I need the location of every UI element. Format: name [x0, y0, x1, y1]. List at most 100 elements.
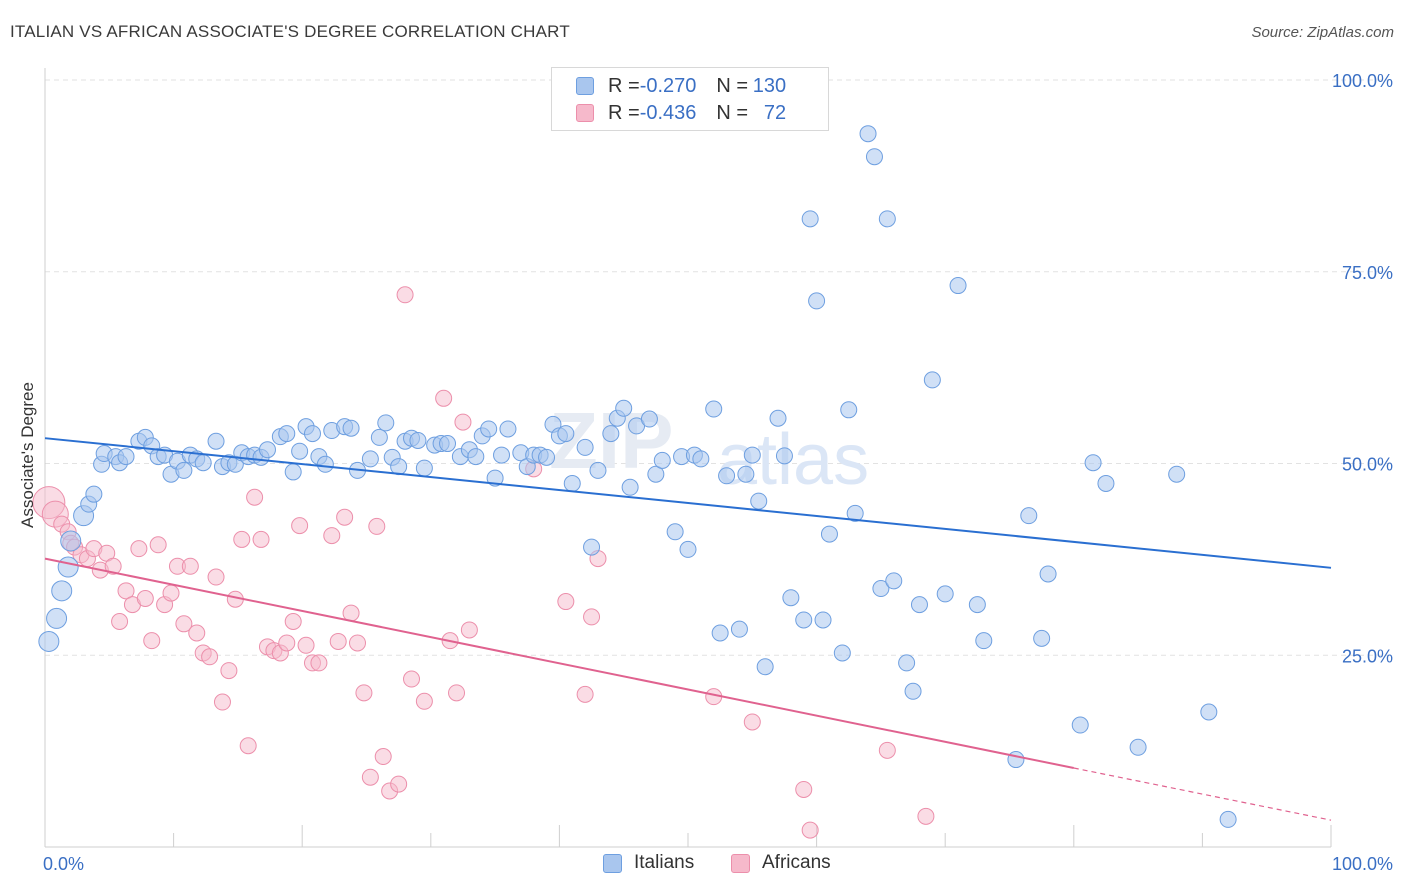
africans-point [162, 584, 180, 602]
africans-point [310, 654, 328, 672]
africans-point [136, 589, 154, 607]
italians-point [1097, 474, 1115, 492]
italians-point [370, 428, 388, 446]
italians-point [1071, 716, 1089, 734]
africans-point [396, 286, 414, 304]
italians-point [737, 465, 755, 483]
italians-point [583, 538, 601, 556]
italians-point [1219, 810, 1237, 828]
trend-lines [44, 437, 1332, 821]
italians-point [1129, 738, 1147, 756]
italians-point [666, 523, 684, 541]
gridlines [45, 79, 1392, 656]
italians-point [51, 580, 73, 602]
italians-point [840, 401, 858, 419]
africans-point [323, 527, 341, 545]
italians-point [467, 448, 485, 466]
africans-point [297, 636, 315, 654]
italians-point [557, 425, 575, 443]
africans-point [278, 634, 296, 652]
africans-point [917, 807, 935, 825]
italians-point [808, 292, 826, 310]
italians-point [756, 658, 774, 676]
africans-point [801, 821, 819, 839]
africans-swatch [576, 104, 594, 122]
italians-point [621, 478, 639, 496]
legend-r-label: R = [608, 101, 640, 124]
africans-point [213, 693, 231, 711]
africans-point [390, 775, 408, 793]
africans-point [239, 737, 257, 755]
legend-item-africans: Africans [731, 852, 831, 874]
italians-points [38, 125, 1237, 828]
africans-point [104, 557, 122, 575]
italians-point [820, 525, 838, 543]
italians-point [342, 419, 360, 437]
legend-row-africans: R = -0.436 N = 72 [576, 100, 786, 126]
legend-n-label: N = [716, 74, 749, 97]
italians-point [730, 620, 748, 638]
italians-point [775, 447, 793, 465]
africans-point [220, 662, 238, 680]
legend-r-value: -0.436 [639, 101, 697, 124]
italians-legend-label: Italians [634, 852, 695, 873]
italians-point [885, 572, 903, 590]
africans-trend-line [44, 557, 1074, 769]
italians-point [1007, 751, 1025, 769]
italians-point [949, 277, 967, 295]
africans-point [336, 508, 354, 526]
africans-points [32, 286, 935, 839]
africans-point [557, 593, 575, 611]
italians-point [640, 410, 658, 428]
africans-point [342, 604, 360, 622]
italians-point [1200, 703, 1218, 721]
italians-point [1168, 465, 1186, 483]
italians-point [1039, 565, 1057, 583]
africans-point [329, 632, 347, 650]
africans-point [117, 582, 135, 600]
legend-item-italians: Italians [603, 852, 694, 874]
italians-point [1020, 507, 1038, 525]
italians-point [975, 632, 993, 650]
africans-point [403, 670, 421, 688]
axes [44, 68, 1332, 848]
source-credit: Source: ZipAtlas.com [1251, 24, 1394, 41]
africans-point [415, 692, 433, 710]
legend-n-value: 72 [763, 101, 787, 124]
africans-point [149, 536, 167, 554]
italians-point [923, 371, 941, 389]
italians-point [284, 463, 302, 481]
italians-point [194, 454, 212, 472]
italians-point [377, 414, 395, 432]
italians-point [291, 442, 309, 460]
africans-legend-label: Africans [762, 852, 831, 873]
chart-title: ITALIAN VS AFRICAN ASSOCIATE'S DEGREE CO… [10, 22, 570, 41]
legend-n-label: N = [716, 101, 749, 124]
italians-point [361, 450, 379, 468]
africans-point [233, 530, 251, 548]
italians-point [1084, 454, 1102, 472]
italians-point [769, 409, 787, 427]
italians-point [60, 530, 82, 552]
italians-point [563, 474, 581, 492]
italians-point [782, 589, 800, 607]
italians-point [602, 425, 620, 443]
italians-point [846, 504, 864, 522]
africans-point [284, 613, 302, 631]
italians-point [910, 596, 928, 614]
africans-point [795, 780, 813, 798]
italians-point [705, 400, 723, 418]
italians-point [538, 448, 556, 466]
italians-point [499, 420, 517, 438]
y-tick-label: 25.0% [1342, 646, 1393, 666]
italians-point [117, 448, 135, 466]
y-axis-label: Associate's Degree [18, 382, 37, 528]
italians-point [57, 556, 79, 578]
italians-point [795, 611, 813, 629]
y-tick-label: 50.0% [1342, 455, 1393, 475]
italians-legend-swatch [603, 853, 622, 873]
africans-point [374, 747, 392, 765]
italians-point [872, 580, 890, 598]
africans-point [348, 634, 366, 652]
africans-point [291, 517, 309, 535]
